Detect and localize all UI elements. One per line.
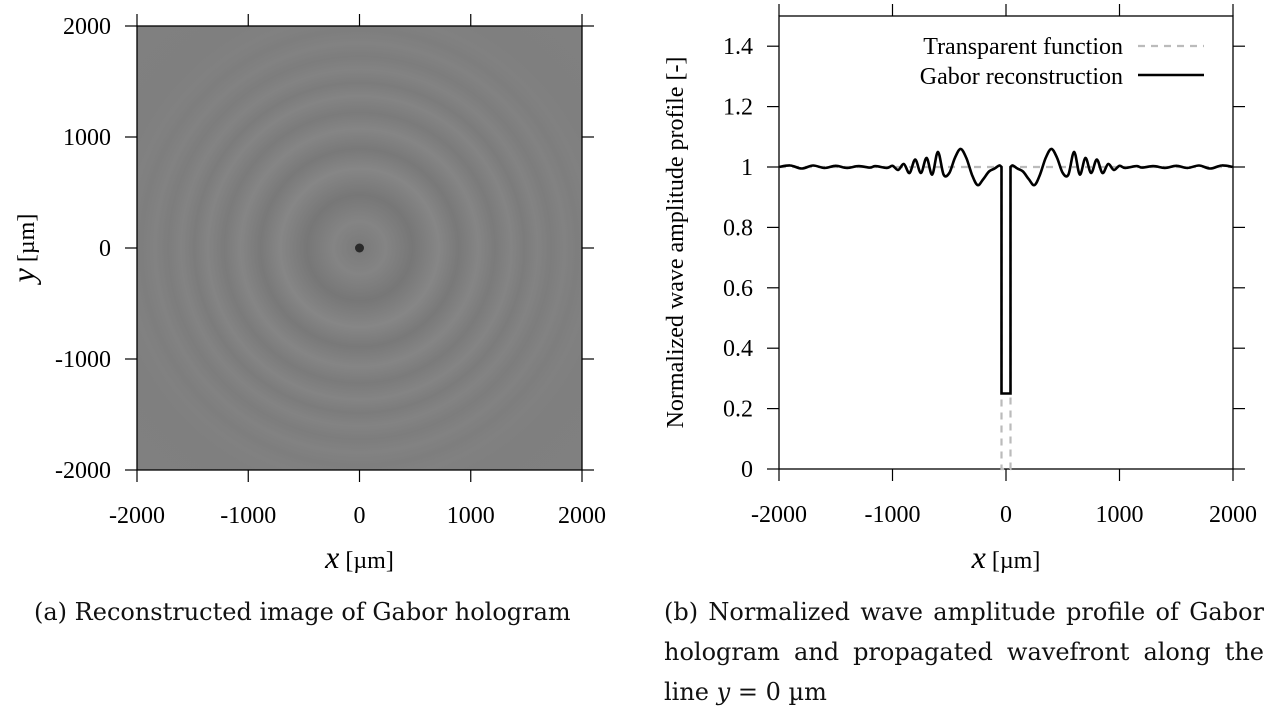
y-tick-label: -2000 <box>55 458 111 484</box>
x-tick-label: -2000 <box>109 503 165 529</box>
object-dot <box>355 243 364 253</box>
y-tick-label: 1.2 <box>723 95 753 121</box>
reconstructed-image-chart: -2000 -1000 0 1000 2000-2000-1000010002000x[… <box>5 14 606 575</box>
caption-a: (a) Reconstructed image of Gabor hologra… <box>34 598 571 626</box>
caption-b-math-rest: = 0 µm <box>730 678 827 706</box>
y-tick-label: 0.8 <box>723 215 753 241</box>
x-tick-label: -2000 <box>751 502 807 528</box>
x-tick-label: 2000 <box>558 503 606 529</box>
legend: Transparent function Gabor reconstruction <box>920 34 1204 90</box>
x-tick-label: 0 <box>1000 502 1012 528</box>
y-tick-label: 0 <box>99 236 111 262</box>
x-axis-label: x [µm] <box>971 539 1041 575</box>
y-tick-label: -1000 <box>55 347 111 373</box>
legend-label-transparent: Transparent function <box>923 34 1123 60</box>
y-tick-label: 0 <box>741 457 753 483</box>
x-axis-unit: [µm] <box>992 548 1040 574</box>
x-tick-label: -1000 <box>220 503 276 529</box>
series-transparent-function <box>779 165 1233 471</box>
y-tick-label: 2000 <box>63 14 111 40</box>
legend-label-gabor: Gabor reconstruction <box>920 64 1123 90</box>
x-axis-var: x <box>971 539 986 575</box>
y-axis-var: y <box>5 267 41 285</box>
y-axis-label: Normalized wave amplitude profile [-] <box>663 57 689 429</box>
y-tick-label: 1 <box>741 155 753 181</box>
x-tick-label: -1000 <box>865 502 921 528</box>
x-tick-label: 1000 <box>447 503 495 529</box>
x-axis-unit: [µm] <box>345 548 393 574</box>
x-tick-label: 1000 <box>1096 502 1144 528</box>
y-tick-label: 0.2 <box>723 397 753 423</box>
y-tick-label: 1.4 <box>723 34 753 60</box>
caption-b-text: (b) Normalized wave amplitude profile of… <box>664 598 1264 706</box>
x-tick-label: 2000 <box>1209 502 1257 528</box>
amplitude-profile-chart: -2000 -1000 0 1000 2000 0 0.2 0.4 0.6 0.8 1 1.2 1.4 T… <box>663 4 1257 575</box>
caption-b: (b) Normalized wave amplitude profile of… <box>664 592 1264 712</box>
y-axis-unit: [µm] <box>14 214 40 262</box>
x-axis-var: x <box>324 539 339 575</box>
series-gabor-reconstruction <box>778 147 1234 395</box>
x-tick-label: 0 <box>354 503 366 529</box>
y-tick-label: 0.4 <box>723 336 753 362</box>
caption-b-math-var: y <box>716 678 731 706</box>
y-axis-label: y [µm] <box>5 214 41 286</box>
y-tick-label: 0.6 <box>723 276 753 302</box>
y-tick-label: 1000 <box>63 125 111 151</box>
x-axis-label: x [µm] <box>324 539 394 575</box>
